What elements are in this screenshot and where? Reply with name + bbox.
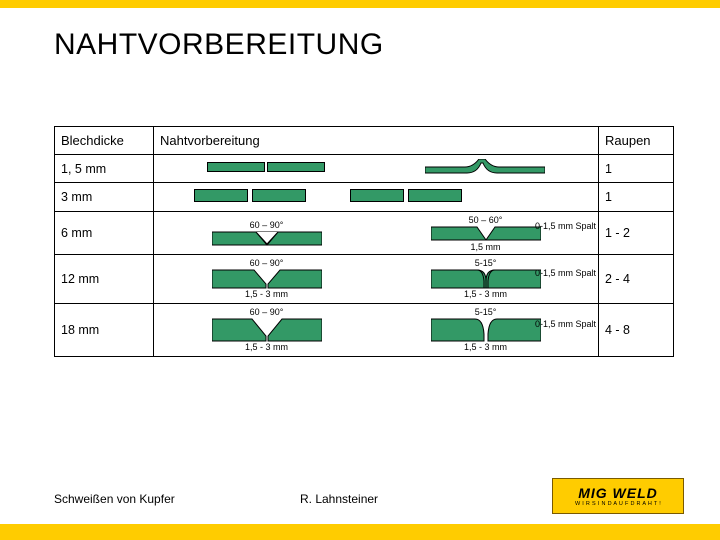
thickness-cell: 3 mm [55,183,154,212]
gap-label: 0-1,5 mm Spalt [535,222,596,231]
preparation-table: Blechdicke Nahtvorbereitung Raupen 1, 5 … [54,126,674,357]
bottom-accent-bar [0,524,720,540]
butt-square-diagram [194,189,306,205]
u-groove-diagram [431,269,541,289]
butt-square-diagram [207,162,325,175]
brand-logo: MIG WELD W I R S I N D A U F D R A H T ! [552,478,684,514]
diagram-cell: 60 – 90° 1,5 - 3 mm 5-15° 1,5 [154,255,599,304]
passes-cell: 1 - 2 [599,212,674,255]
v-groove-diagram [212,231,322,247]
angle-label: 5-15° [475,259,497,268]
u-groove-tall-diagram [431,318,541,342]
thickness-cell: 1, 5 mm [55,155,154,183]
gap-label: 0-1,5 mm Spalt [535,320,596,329]
gap-label: 0-1,5 mm Spalt [535,269,596,278]
v-groove-root-diagram [212,269,322,289]
table-row: 18 mm 60 – 90° 1,5 - 3 mm 5-15° [55,304,674,357]
angle-label: 50 – 60° [469,216,503,225]
v-groove-root-tall-diagram [212,318,322,342]
diagram-cell: 60 – 90° 50 – 60° [154,212,599,255]
passes-cell: 4 - 8 [599,304,674,357]
logo-tagline: W I R S I N D A U F D R A H T ! [575,501,661,507]
logo-text: MIG WELD [578,486,658,500]
flange-diagram [425,159,545,178]
angle-label: 60 – 90° [250,259,284,268]
header-prep: Nahtvorbereitung [154,127,599,155]
footer-author: R. Lahnsteiner [300,492,378,506]
angle-label: 60 – 90° [250,308,284,317]
header-passes: Raupen [599,127,674,155]
root-label: 1,5 - 3 mm [245,290,288,299]
root-label: 1,5 - 3 mm [464,290,507,299]
v-groove-narrow-diagram [431,226,541,242]
angle-label: 5-15° [475,308,497,317]
root-label: 1,5 - 3 mm [464,343,507,352]
passes-cell: 2 - 4 [599,255,674,304]
table-row: 3 mm 1 [55,183,674,212]
thickness-cell: 6 mm [55,212,154,255]
diagram-cell: 60 – 90° 1,5 - 3 mm 5-15° 1,5 - 3 mm 0- [154,304,599,357]
root-label: 1,5 - 3 mm [245,343,288,352]
header-thickness: Blechdicke [55,127,154,155]
footer-left: Schweißen von Kupfer [54,492,175,506]
page-title: NAHTVORBEREITUNG [54,28,384,62]
butt-square-diagram [350,189,462,205]
table-header-row: Blechdicke Nahtvorbereitung Raupen [55,127,674,155]
root-label: 1,5 mm [470,243,500,252]
thickness-cell: 18 mm [55,304,154,357]
table-row: 1, 5 mm 1 [55,155,674,183]
top-accent-bar [0,0,720,8]
angle-label: 60 – 90° [250,221,284,230]
table-row: 12 mm 60 – 90° 1,5 - 3 mm 5-15° [55,255,674,304]
diagram-cell [154,155,599,183]
thickness-cell: 12 mm [55,255,154,304]
passes-cell: 1 [599,183,674,212]
passes-cell: 1 [599,155,674,183]
table-row: 6 mm 60 – 90° [55,212,674,255]
diagram-cell [154,183,599,212]
